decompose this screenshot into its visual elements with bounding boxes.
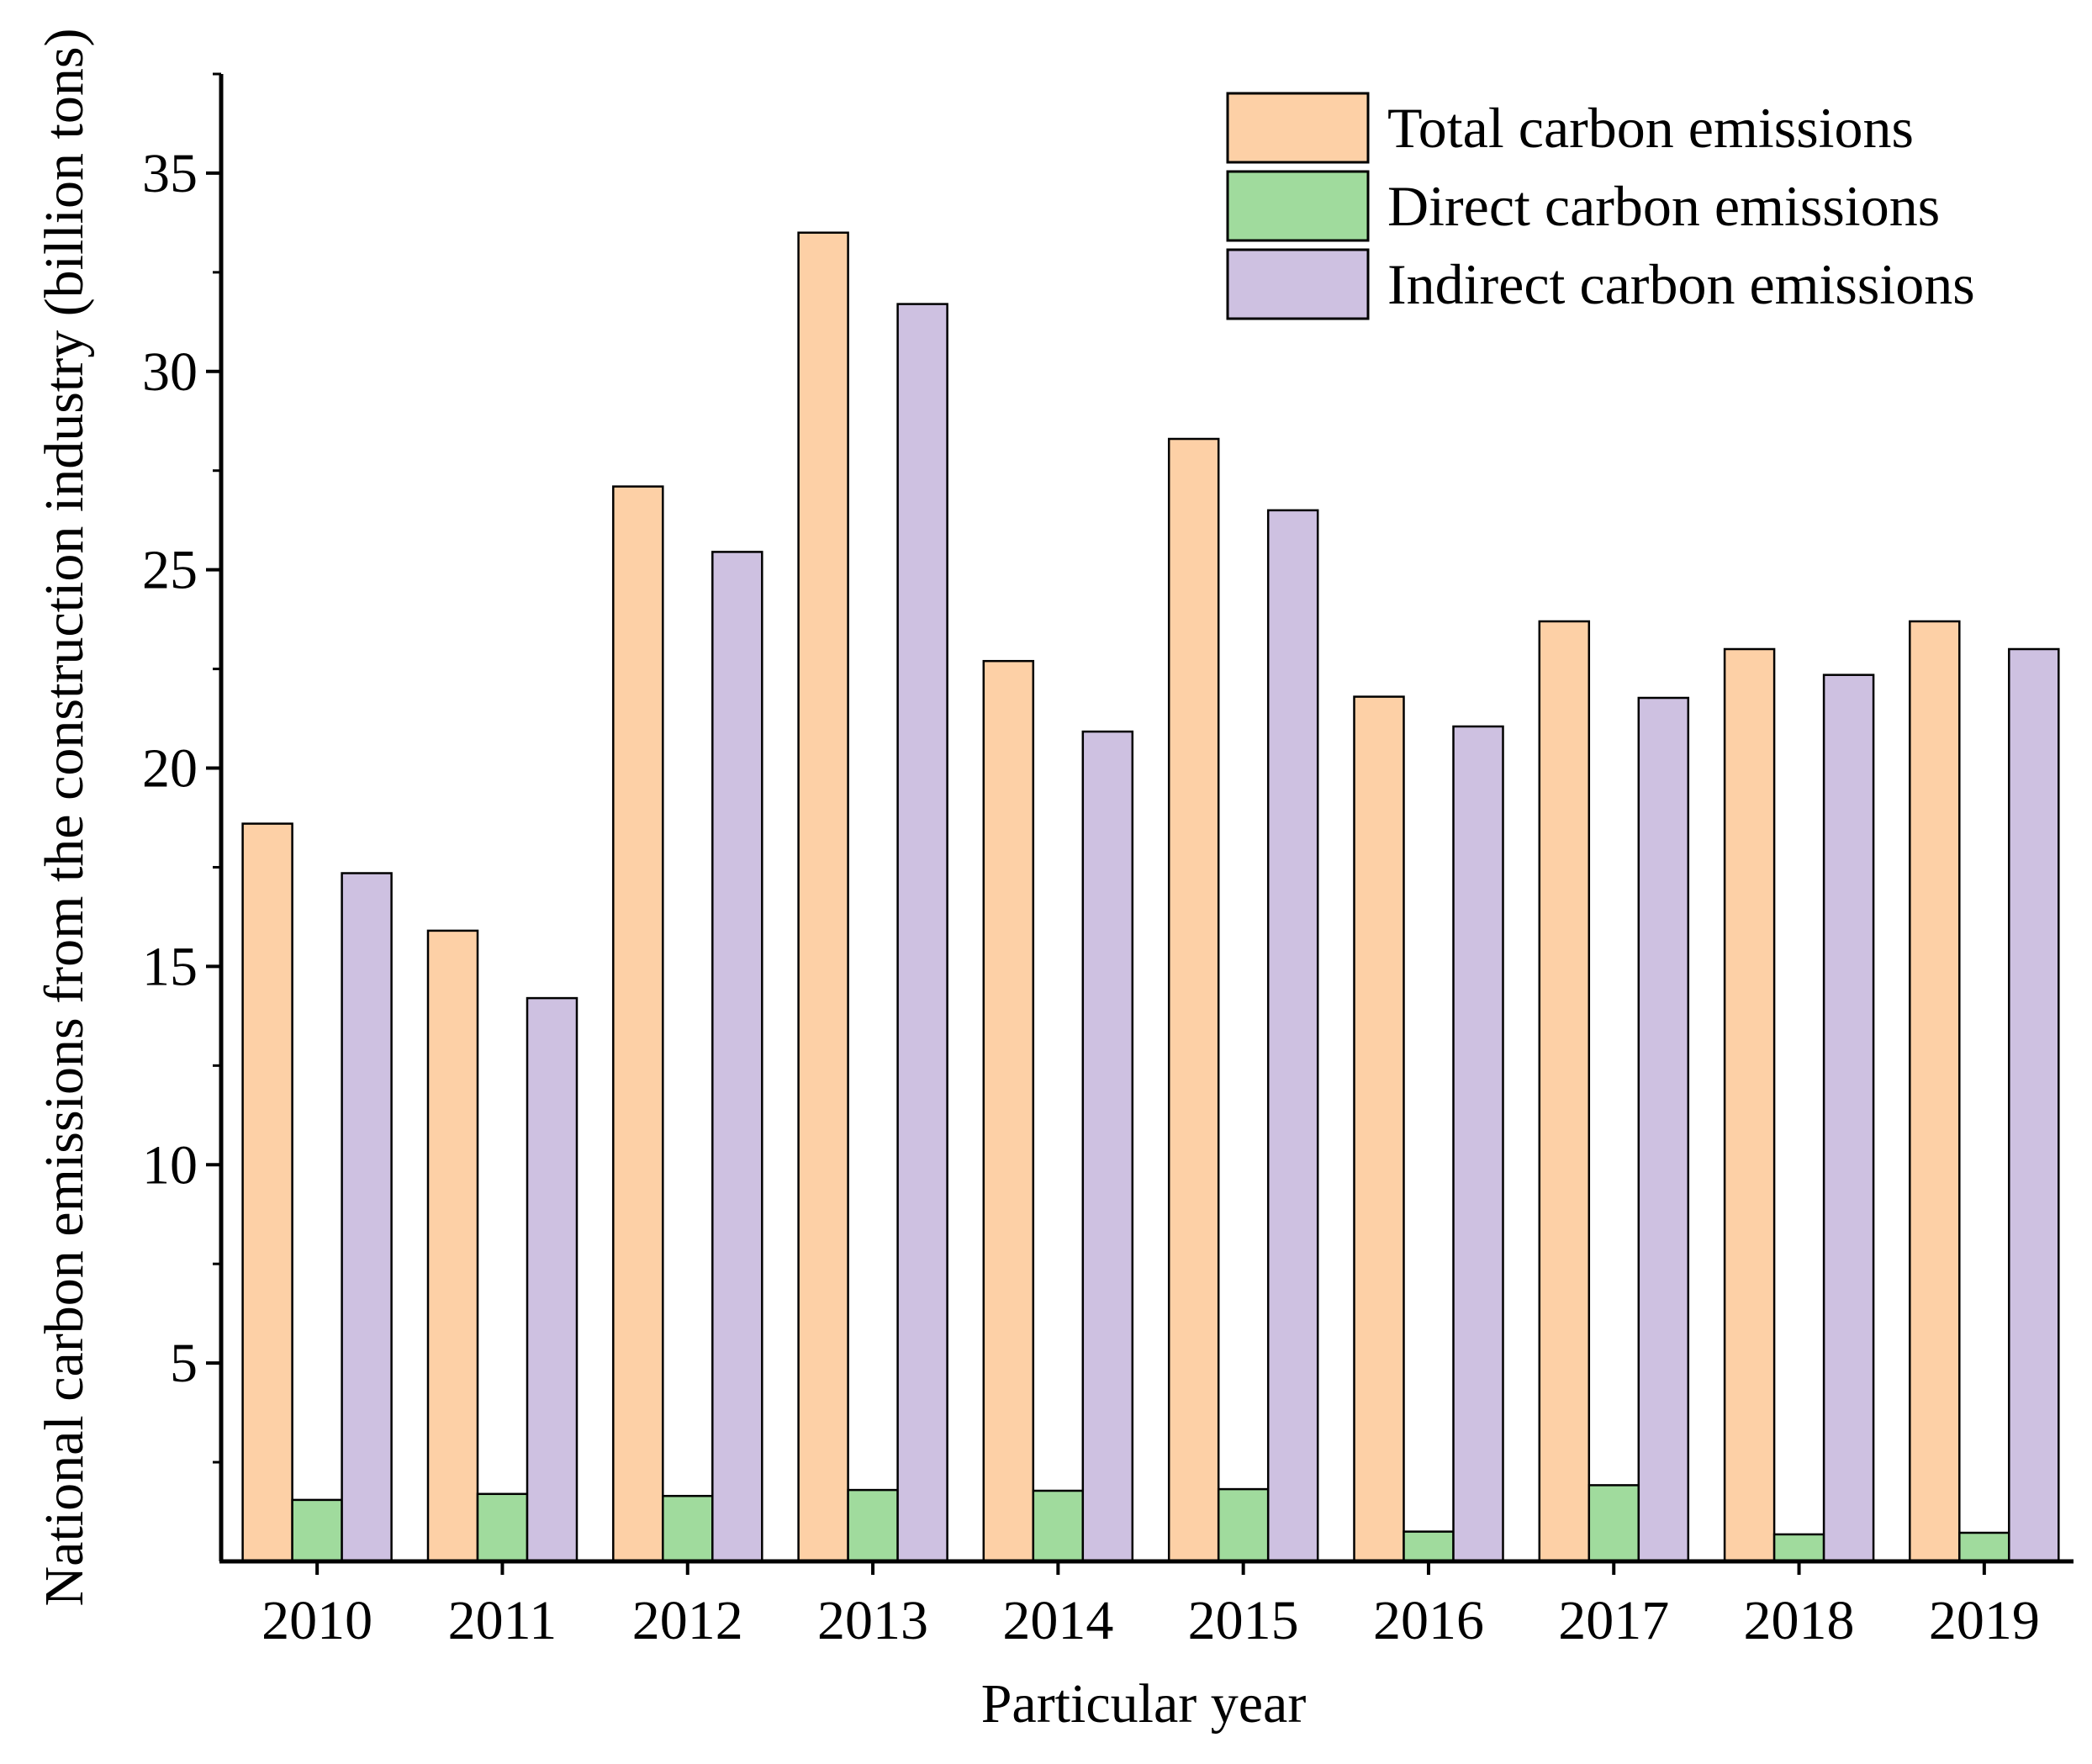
bar-2010-series-0 <box>241 822 293 1563</box>
y-tick-label: 35 <box>142 143 198 204</box>
legend: Total carbon emissions Direct carbon emis… <box>1226 92 1975 320</box>
x-tick-label: 2010 <box>262 1590 372 1651</box>
bar-2012-series-2 <box>711 551 763 1563</box>
axes-layer <box>219 74 2074 1564</box>
bar-2016-series-2 <box>1452 725 1504 1563</box>
bar-2012-series-1 <box>662 1494 714 1563</box>
legend-swatch-2 <box>1226 248 1370 320</box>
x-tick-label: 2016 <box>1373 1590 1484 1651</box>
bar-2010-series-1 <box>291 1498 343 1563</box>
x-tick-label: 2013 <box>817 1590 928 1651</box>
x-ticks-layer: 2010 2011 2012 2013 2014 2015 2016 2017 2018 2019 <box>262 1561 2040 1651</box>
bar-2015-series-0 <box>1167 437 1220 1563</box>
bar-2015-series-2 <box>1266 509 1319 1563</box>
y-tick-label: 25 <box>142 540 198 601</box>
bar-2016-series-0 <box>1353 695 1405 1563</box>
bar-2013-series-0 <box>797 231 849 1563</box>
bar-2018-series-2 <box>1822 673 1875 1563</box>
legend-swatch-0 <box>1226 92 1370 164</box>
bar-2014-series-1 <box>1032 1489 1085 1563</box>
bar-2016-series-1 <box>1403 1530 1455 1563</box>
legend-label-0: Total carbon emissions <box>1387 96 1914 160</box>
bar-2019-series-0 <box>1909 620 1961 1563</box>
bar-2018-series-1 <box>1772 1533 1825 1563</box>
bar-2014-series-0 <box>982 659 1035 1563</box>
y-tick-label: 10 <box>142 1134 198 1196</box>
bar-2012-series-0 <box>612 485 664 1563</box>
x-tick-label: 2011 <box>448 1590 557 1651</box>
x-tick-label: 2014 <box>1002 1590 1113 1651</box>
bar-2019-series-1 <box>1958 1531 2010 1563</box>
bar-2014-series-2 <box>1081 730 1134 1563</box>
bar-2019-series-2 <box>2008 647 2060 1563</box>
y-axis-title: National carbon emissions from the const… <box>34 28 95 1606</box>
legend-label-2: Indirect carbon emissions <box>1387 252 1975 316</box>
x-tick-label: 2017 <box>1558 1590 1669 1651</box>
y-ticks-layer: 5 10 15 20 25 30 35 <box>142 72 221 1464</box>
bar-2011-series-0 <box>426 929 479 1563</box>
y-tick-label: 5 <box>170 1333 198 1394</box>
bar-2013-series-2 <box>896 303 948 1563</box>
y-tick-label: 30 <box>142 341 198 403</box>
bar-2011-series-1 <box>476 1492 529 1563</box>
bar-2015-series-1 <box>1217 1487 1270 1563</box>
x-tick-label: 2019 <box>1929 1590 2040 1651</box>
y-tick-label: 20 <box>142 738 198 800</box>
bar-2017-series-1 <box>1587 1484 1640 1563</box>
legend-label-1: Direct carbon emissions <box>1387 174 1940 238</box>
x-tick-label: 2015 <box>1188 1590 1299 1651</box>
x-tick-label: 2018 <box>1744 1590 1855 1651</box>
legend-swatch-1 <box>1226 170 1370 242</box>
bar-2017-series-0 <box>1538 620 1591 1563</box>
bar-2011-series-2 <box>526 996 578 1563</box>
bars-layer <box>241 231 2060 1563</box>
y-tick-label: 15 <box>142 936 198 997</box>
bar-2017-series-2 <box>1637 696 1690 1563</box>
x-axis-title: Particular year <box>981 1673 1307 1735</box>
bar-2010-series-2 <box>341 872 393 1563</box>
x-tick-label: 2012 <box>632 1590 743 1651</box>
bar-2018-series-0 <box>1723 647 1776 1563</box>
bar-2013-series-1 <box>847 1488 899 1563</box>
